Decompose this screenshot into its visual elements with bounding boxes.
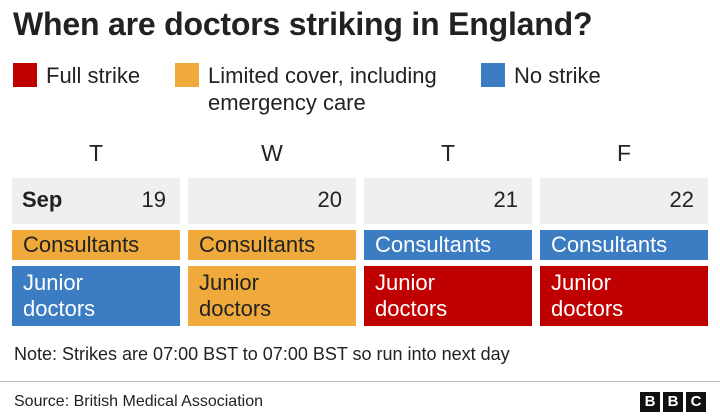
junior-label-line: doctors [375,296,448,321]
weekday-headers: T W T F [0,140,720,170]
weekday-header: F [616,140,632,166]
page-title: When are doctors striking in England? [13,6,593,42]
legend-label-line: Full strike [46,63,141,88]
legend-swatch-no-strike [481,63,505,87]
junior-doctors-cell: Junior doctors [364,266,532,326]
junior-label-line: doctors [199,296,272,321]
day-number: 21 [493,187,518,212]
source-text: Source: British Medical Association [14,393,263,410]
logo-letter: B [663,392,683,412]
junior-label-line: Junior [23,270,83,295]
legend-swatch-limited-cover [175,63,199,87]
legend-item-no-strike: No strike [481,62,601,89]
date-cell: 20 [188,178,356,224]
consultants-cell: Consultants [12,230,180,260]
month-label: Sep [22,187,63,212]
logo-letter: B [640,392,660,412]
junior-label-line: Junior [375,270,435,295]
legend: Full strike Limited cover, including eme… [0,62,720,118]
weekday-header: W [261,140,283,166]
divider [0,381,720,382]
legend-label-no-strike: No strike [514,62,601,89]
junior-doctors-cell: Junior doctors [540,266,708,326]
junior-label-line: doctors [551,296,624,321]
junior-label-line: Junior [551,270,611,295]
day-number: 22 [669,187,694,212]
weekday-header: T [440,140,456,166]
legend-label-limited-cover: Limited cover, including emergency care [208,62,437,116]
junior-doctors-cell: Junior doctors [188,266,356,326]
consultants-cell: Consultants [188,230,356,260]
date-cell: 21 [364,178,532,224]
footnote: Note: Strikes are 07:00 BST to 07:00 BST… [14,344,510,364]
day-number: 20 [317,187,342,212]
junior-doctors-cell: Junior doctors [12,266,180,326]
legend-item-full-strike: Full strike [13,62,140,89]
weekday-header: T [88,140,104,166]
legend-label-line: emergency care [208,90,366,115]
junior-label-line: doctors [23,296,96,321]
bbc-logo: B B C [640,392,706,412]
consultants-cell: Consultants [364,230,532,260]
legend-label-line: No strike [514,63,601,88]
legend-label-line: Limited cover, including [208,63,437,88]
legend-item-limited-cover: Limited cover, including emergency care [175,62,437,116]
date-cell: 22 [540,178,708,224]
legend-label-full-strike: Full strike [46,62,140,89]
logo-letter: C [686,392,706,412]
junior-label-line: Junior [199,270,259,295]
day-number: 19 [141,187,166,212]
consultants-cell: Consultants [540,230,708,260]
legend-swatch-full-strike [13,63,37,87]
date-cell: Sep 19 [12,178,180,224]
